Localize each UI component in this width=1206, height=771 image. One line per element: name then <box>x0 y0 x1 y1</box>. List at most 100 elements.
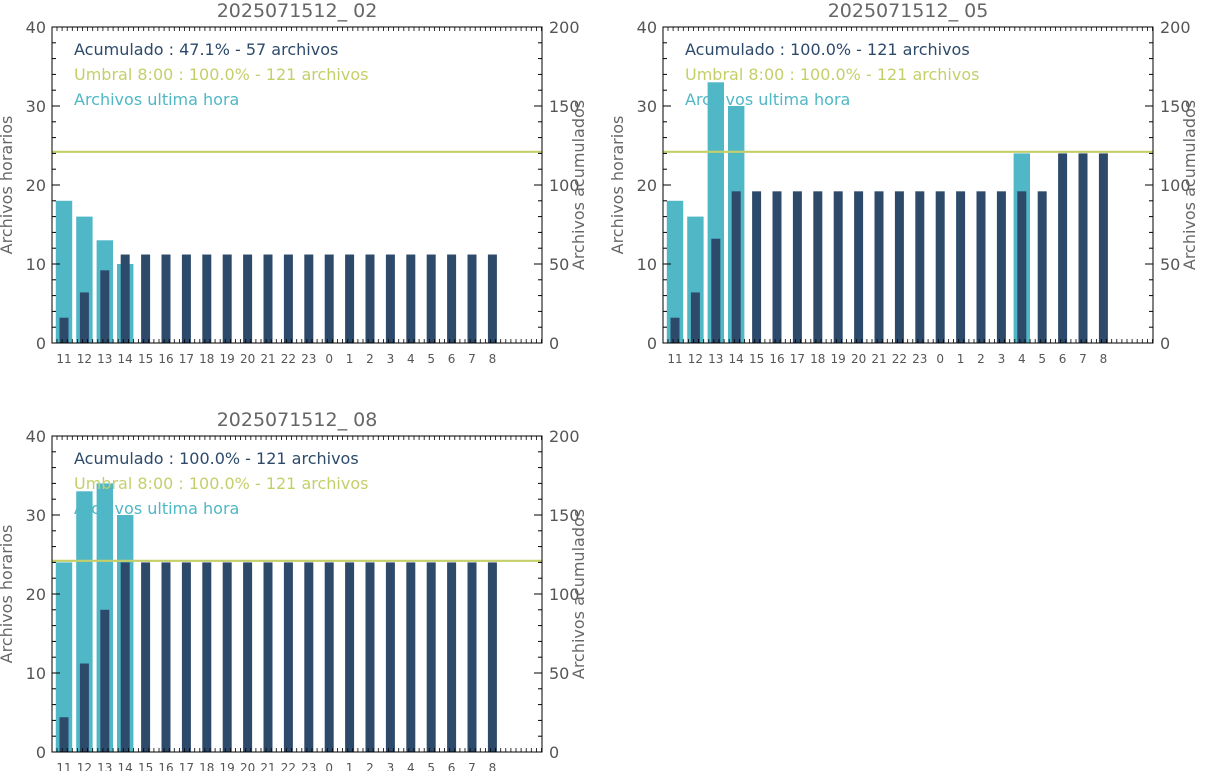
x-tick-label: 7 <box>468 352 476 366</box>
x-tick-label: 1 <box>346 352 354 366</box>
y2-tick-label: 100 <box>549 585 580 604</box>
x-tick-label: 4 <box>407 761 415 771</box>
x-tick-label: 18 <box>810 352 825 366</box>
y2-tick-label: 100 <box>1160 176 1191 195</box>
cumulative-bar <box>976 191 986 343</box>
y2-axis-label: Archivos acumulados <box>569 100 588 270</box>
x-tick-label: 22 <box>281 761 296 771</box>
x-tick-label: 6 <box>448 761 456 771</box>
cumulative-bar <box>59 717 69 752</box>
x-tick-label: 16 <box>769 352 784 366</box>
x-tick-label: 3 <box>387 761 395 771</box>
x-tick-label: 14 <box>118 352 133 366</box>
x-tick-label: 21 <box>871 352 886 366</box>
chart-title: 2025071512_ 02 <box>217 0 378 22</box>
x-tick-label: 20 <box>240 352 255 366</box>
y2-tick-label: 100 <box>549 176 580 195</box>
x-tick-label: 19 <box>220 352 235 366</box>
x-tick-label: 12 <box>688 352 703 366</box>
y-tick-label: 0 <box>647 334 657 353</box>
cumulative-bar <box>426 562 436 752</box>
x-tick-label: 5 <box>427 761 435 771</box>
cumulative-bar <box>792 191 802 343</box>
cumulative-bar <box>202 562 212 752</box>
hourly-bar <box>55 562 73 752</box>
cumulative-bar <box>1058 153 1068 343</box>
y-axis-label: Archivos horarios <box>0 525 16 664</box>
cumulative-bar <box>833 191 843 343</box>
x-tick-label: 17 <box>790 352 805 366</box>
y-tick-label: 20 <box>26 585 46 604</box>
legend-entry: Acumulado : 47.1% - 57 archivos <box>74 40 338 59</box>
x-tick-label: 8 <box>489 761 497 771</box>
y2-tick-label: 150 <box>1160 97 1191 116</box>
cumulative-bar <box>915 191 925 343</box>
legend-entry: Acumulado : 100.0% - 121 archivos <box>685 40 970 59</box>
cumulative-bar <box>59 317 69 343</box>
x-tick-label: 14 <box>729 352 744 366</box>
x-tick-label: 4 <box>407 352 415 366</box>
cumulative-bar <box>752 191 762 343</box>
y-tick-label: 30 <box>26 506 46 525</box>
cumulative-bar <box>181 254 191 343</box>
cumulative-bar <box>874 191 884 343</box>
cumulative-bar <box>711 238 721 343</box>
x-tick-label: 11 <box>56 761 71 771</box>
x-tick-label: 5 <box>427 352 435 366</box>
x-tick-label: 22 <box>892 352 907 366</box>
x-tick-label: 17 <box>179 352 194 366</box>
cumulative-bar <box>385 254 395 343</box>
cumulative-bar <box>79 663 89 752</box>
cumulative-bar <box>385 562 395 752</box>
y2-tick-label: 0 <box>549 743 559 762</box>
cumulative-bar <box>243 562 253 752</box>
x-tick-label: 2 <box>366 352 374 366</box>
x-tick-label: 14 <box>118 761 133 771</box>
x-tick-label: 6 <box>448 352 456 366</box>
x-tick-label: 17 <box>179 761 194 771</box>
cumulative-bar <box>365 254 375 343</box>
y2-tick-label: 0 <box>1160 334 1170 353</box>
cumulative-bar <box>141 254 151 343</box>
x-tick-label: 7 <box>468 761 476 771</box>
cumulative-bar <box>996 191 1006 343</box>
cumulative-bar <box>283 254 293 343</box>
cumulative-bar <box>79 292 89 343</box>
cumulative-bar <box>365 562 375 752</box>
cumulative-bar <box>467 254 477 343</box>
cumulative-bar <box>345 254 355 343</box>
y-tick-label: 0 <box>36 334 46 353</box>
cumulative-bar <box>141 562 151 752</box>
y2-tick-label: 200 <box>1160 18 1191 37</box>
y2-axis-label: Archivos acumulados <box>569 509 588 679</box>
hourly-bar <box>666 200 684 343</box>
x-tick-label: 18 <box>199 352 214 366</box>
y2-tick-label: 50 <box>1160 255 1180 274</box>
x-tick-label: 12 <box>77 352 92 366</box>
y-tick-label: 40 <box>26 427 46 446</box>
legend-entry: Archivos ultima hora <box>74 90 239 109</box>
legend-entry: Umbral 8:00 : 100.0% - 121 archivos <box>685 65 979 84</box>
cumulative-bar <box>202 254 212 343</box>
y-tick-label: 10 <box>26 664 46 683</box>
cumulative-bar <box>813 191 823 343</box>
y-tick-label: 10 <box>637 255 657 274</box>
x-tick-label: 3 <box>387 352 395 366</box>
legend-entry: Umbral 8:00 : 100.0% - 121 archivos <box>74 474 368 493</box>
x-tick-label: 23 <box>301 761 316 771</box>
cumulative-bar <box>406 562 416 752</box>
cumulative-bar <box>304 254 314 343</box>
x-tick-label: 23 <box>912 352 927 366</box>
x-tick-label: 20 <box>240 761 255 771</box>
x-tick-label: 4 <box>1018 352 1026 366</box>
x-tick-label: 22 <box>281 352 296 366</box>
x-tick-label: 13 <box>708 352 723 366</box>
cumulative-bar <box>447 254 457 343</box>
x-tick-label: 20 <box>851 352 866 366</box>
x-tick-label: 0 <box>325 352 333 366</box>
y-tick-label: 30 <box>26 97 46 116</box>
chart-title: 2025071512_ 08 <box>217 409 378 431</box>
